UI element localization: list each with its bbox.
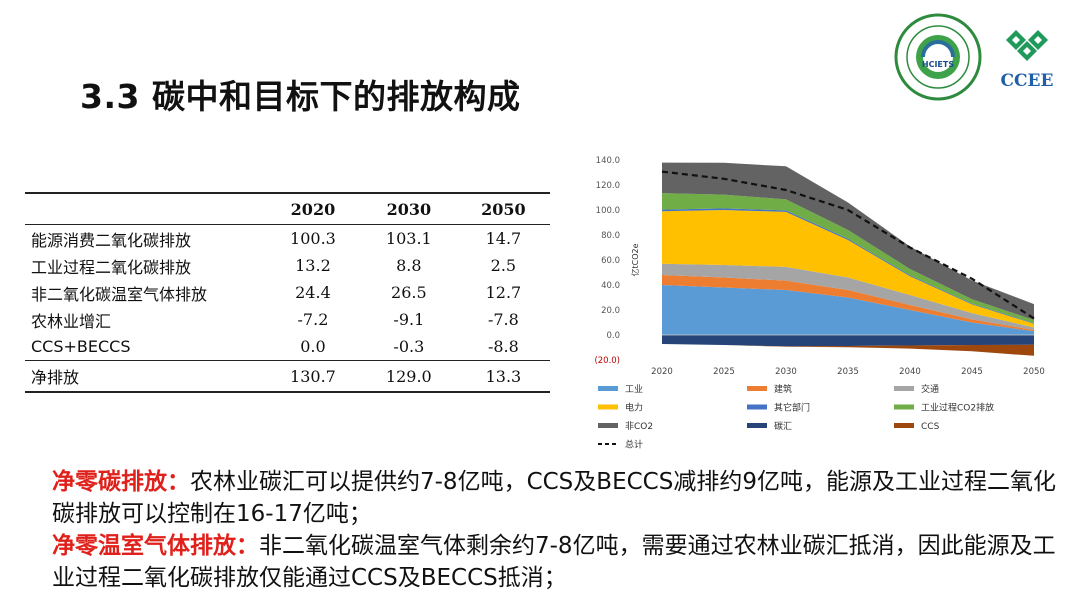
table-row: CCS+BECCS 0.0 -0.3 -8.8 — [25, 333, 550, 361]
logo-left-text: HCIETS — [922, 60, 954, 69]
y-tick-label: 0.0 — [606, 331, 620, 341]
legend-label: 其它部门 — [774, 402, 810, 414]
table-cell: 103.1 — [385, 229, 432, 248]
legend-label: 工业过程CO2排放 — [921, 402, 994, 414]
legend-swatch — [598, 386, 618, 391]
legend-label: 工业 — [625, 384, 643, 395]
header-cell — [25, 192, 265, 225]
x-tick-label: 2050 — [1023, 367, 1045, 377]
table-row-total: 净排放 130.7 129.0 13.3 — [25, 360, 550, 393]
legend-label: 交通 — [921, 383, 939, 395]
table-cell: 12.7 — [485, 283, 522, 302]
legend-swatch — [747, 386, 767, 391]
note-label: 净零碳排放： — [52, 469, 190, 495]
y-tick-label: 120.0 — [596, 181, 620, 191]
x-tick-label: 2045 — [961, 367, 983, 377]
table-cell: -7.8 — [487, 310, 519, 329]
note-1: 净零碳排放：农林业碳汇可以提供约7-8亿吨，CCS及BECCS减排约9亿吨，能源… — [52, 466, 1062, 530]
legend-label: CCS — [921, 422, 940, 432]
area-CCS — [662, 344, 1034, 356]
x-tick-label: 2020 — [651, 367, 673, 377]
notes: 净零碳排放：农林业碳汇可以提供约7-8亿吨，CCS及BECCS减排约9亿吨，能源… — [52, 466, 1062, 594]
area-建筑 — [662, 275, 1034, 332]
legend-swatch — [894, 404, 914, 410]
row-label: 农林业增汇 — [31, 311, 112, 331]
x-tick-label: 2025 — [713, 367, 735, 377]
legend-label: 建筑 — [774, 383, 792, 395]
x-tick-label: 2030 — [775, 367, 797, 377]
table-row: 农林业增汇 -7.2 -9.1 -7.8 — [25, 306, 550, 333]
table-cell: 100.3 — [290, 229, 336, 248]
note-text: 农林业碳汇可以提供约7-8亿吨，CCS及BECCS减排约9亿吨，能源及工业过程二… — [52, 469, 1056, 527]
y-tick-label: 40.0 — [601, 281, 620, 291]
table-row: 非二氧化碳温室气体排放 24.4 26.5 12.7 — [25, 279, 550, 306]
table-cell: -8.8 — [487, 337, 519, 356]
table-cell: -0.3 — [393, 337, 425, 356]
table-row: 工业过程二氧化碳排放 13.2 8.8 2.5 — [25, 252, 550, 279]
table-cell: 130.7 — [265, 360, 361, 393]
area-工业 — [662, 285, 1034, 335]
table-cell: 2.5 — [490, 256, 517, 275]
legend-swatch — [598, 404, 618, 410]
y-tick-label: 140.0 — [596, 156, 620, 166]
table-row: 能源消费二氧化碳排放 100.3 103.1 14.7 — [25, 225, 550, 253]
legend-label: 非CO2 — [625, 420, 653, 432]
legend-swatch — [747, 423, 767, 428]
note-label: 净零温室气体排放： — [52, 533, 259, 559]
x-tick-label: 2040 — [899, 367, 921, 377]
total-line — [661, 170, 1035, 320]
logo-right-text: CCEE — [1001, 71, 1054, 91]
table-cell: 24.4 — [295, 283, 331, 302]
table-cell: 26.5 — [391, 283, 427, 302]
header-cell: 2020 — [265, 192, 361, 225]
row-label: CCS+BECCS — [31, 337, 131, 356]
emissions-table: 2020 2030 2050 能源消费二氧化碳排放 100.3 103.1 14… — [25, 192, 550, 393]
table-cell: 13.3 — [456, 360, 550, 393]
emissions-area-chart: (20.0) 0.0 20.0 40.0 60.0 80.0 100.0 120.0 140.0… — [594, 156, 1045, 451]
ccee-logo: CCEE — [1001, 30, 1054, 91]
y-tick-label: 60.0 — [601, 256, 620, 266]
x-tick-label: 2035 — [837, 367, 859, 377]
legend-swatch — [894, 386, 914, 391]
note-text: 非二氧化碳温室气体剩余约7-8亿吨，需要通过农林业碳汇抵消，因此能源及工业过程二… — [52, 533, 1056, 591]
hciets-logo: HCIETS — [894, 13, 982, 101]
y-axis-label: 亿tCO2e — [630, 243, 640, 276]
table-cell: 129.0 — [360, 360, 457, 393]
area-碳汇 — [662, 335, 1034, 347]
legend-swatch — [598, 423, 618, 428]
legend-swatch — [747, 404, 767, 410]
area-工业过程CO2排放 — [662, 193, 1034, 324]
legend-swatch — [894, 423, 914, 428]
y-tick-label: 20.0 — [601, 306, 620, 316]
table-cell: 13.2 — [295, 256, 331, 275]
row-label: 工业过程二氧化碳排放 — [31, 257, 192, 277]
legend-label: 碳汇 — [774, 420, 792, 432]
header-cell: 2050 — [456, 192, 550, 225]
table-header-row: 2020 2030 2050 — [25, 192, 550, 225]
note-2: 净零温室气体排放：非二氧化碳温室气体剩余约7-8亿吨，需要通过农林业碳汇抵消，因… — [52, 530, 1062, 594]
row-label: 非二氧化碳温室气体排放 — [31, 284, 208, 304]
row-label: 净排放 — [25, 360, 265, 393]
row-label: 能源消费二氧化碳排放 — [31, 230, 192, 250]
area-非CO2 — [662, 162, 1034, 320]
header-cell: 2030 — [360, 192, 457, 225]
area-电力 — [662, 210, 1034, 328]
y-tick-label: 80.0 — [601, 231, 620, 241]
legend-label: 电力 — [625, 402, 643, 414]
table-cell: 14.7 — [485, 229, 522, 248]
table-cell: 8.8 — [396, 256, 422, 275]
table-cell: 0.0 — [300, 337, 326, 356]
y-tick-label: 100.0 — [596, 206, 620, 216]
table-cell: -9.1 — [393, 310, 425, 329]
page-title: 3.3 碳中和目标下的排放构成 — [80, 77, 521, 116]
y-tick-label: (20.0) — [594, 356, 620, 366]
legend-label: 总计 — [625, 439, 643, 451]
area-交通 — [662, 263, 1034, 330]
table-cell: -7.2 — [297, 310, 329, 329]
